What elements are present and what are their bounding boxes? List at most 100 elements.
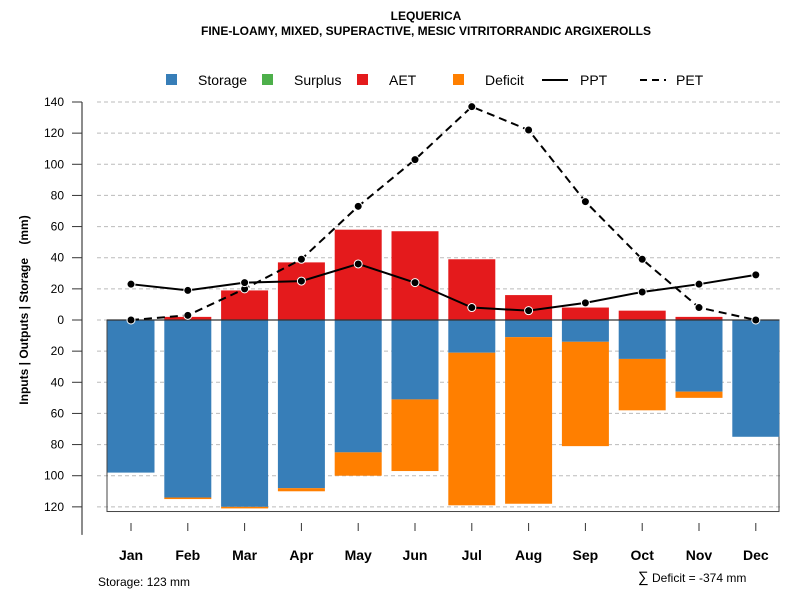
x-tick-label: Sep bbox=[573, 547, 599, 563]
bar-aet bbox=[618, 310, 666, 320]
bar-deficit bbox=[164, 497, 212, 500]
x-tick-label: May bbox=[345, 547, 372, 563]
bar-aet bbox=[277, 262, 325, 320]
x-tick-label: Feb bbox=[175, 547, 200, 563]
bar-storage bbox=[391, 320, 439, 400]
legend-swatch-surplus bbox=[262, 74, 273, 85]
lines bbox=[126, 102, 761, 325]
legend-label-deficit: Deficit bbox=[485, 72, 524, 88]
ppt-point bbox=[694, 279, 704, 289]
bar-storage bbox=[561, 320, 609, 342]
bar-storage bbox=[732, 320, 780, 437]
bar-deficit bbox=[391, 399, 439, 472]
ppt-point bbox=[580, 298, 590, 308]
pet-point bbox=[296, 254, 306, 264]
pet-point bbox=[183, 310, 193, 320]
x-tick-label: Jun bbox=[403, 547, 428, 563]
bar-aet bbox=[675, 316, 723, 320]
chart-subtitle: FINE-LOAMY, MIXED, SUPERACTIVE, MESIC VI… bbox=[201, 24, 651, 38]
x-tick-label: Nov bbox=[686, 547, 713, 563]
x-tick-label: Oct bbox=[631, 547, 655, 563]
chart-title: LEQUERICA bbox=[391, 9, 462, 23]
x-tick-label: Dec bbox=[743, 547, 769, 563]
bar-storage bbox=[221, 320, 269, 507]
y-tick-label: 120 bbox=[44, 500, 64, 514]
legend-label-storage: Storage bbox=[198, 72, 247, 88]
sum-symbol: ∑ bbox=[638, 569, 649, 586]
ppt-point bbox=[183, 285, 193, 295]
y-tick-label: 100 bbox=[44, 157, 64, 171]
bar-deficit bbox=[277, 488, 325, 492]
legend-swatch-deficit bbox=[453, 74, 464, 85]
y-tick-label: 20 bbox=[51, 282, 65, 296]
bar-deficit bbox=[618, 358, 666, 411]
y-tick-label: 40 bbox=[51, 375, 65, 389]
legend-label-ppt: PPT bbox=[580, 72, 608, 88]
legend: Storage Surplus AET Deficit PPT PET bbox=[166, 72, 704, 88]
bar-storage bbox=[448, 320, 496, 353]
bar-storage bbox=[505, 320, 553, 338]
legend-label-aet: AET bbox=[389, 72, 417, 88]
bar-deficit bbox=[221, 506, 269, 509]
y-tick-label: 100 bbox=[44, 469, 64, 483]
ppt-point bbox=[240, 278, 250, 288]
ppt-point bbox=[637, 287, 647, 297]
ppt-point bbox=[467, 303, 477, 313]
x-tick-label: Aug bbox=[515, 547, 542, 563]
bar-deficit bbox=[675, 391, 723, 398]
pet-point bbox=[353, 201, 363, 211]
ppt-point bbox=[353, 259, 363, 269]
bar-deficit bbox=[505, 337, 553, 504]
legend-swatch-storage bbox=[166, 74, 177, 85]
x-tick-label: Apr bbox=[289, 547, 314, 563]
pet-point bbox=[126, 315, 136, 325]
legend-label-pet: PET bbox=[676, 72, 704, 88]
y-tick-label: 60 bbox=[51, 406, 65, 420]
bar-deficit bbox=[448, 352, 496, 506]
legend-swatch-aet bbox=[357, 74, 368, 85]
y-tick-label: 80 bbox=[51, 188, 65, 202]
bar-aet bbox=[391, 231, 439, 320]
ppt-point bbox=[751, 270, 761, 280]
pet-point bbox=[467, 102, 477, 112]
pet-point bbox=[524, 125, 534, 135]
y-tick-label: 60 bbox=[51, 220, 65, 234]
ppt-point bbox=[524, 306, 534, 316]
bar-storage bbox=[277, 320, 325, 489]
bars bbox=[106, 229, 780, 513]
bar-storage bbox=[107, 320, 155, 473]
y-axis: 140 120 100 80 60 40 20 0 20 40 60 80 100 120 bbox=[44, 95, 83, 535]
x-tick-label: Jul bbox=[462, 547, 482, 563]
pet-point bbox=[580, 197, 590, 207]
y-tick-label: 80 bbox=[51, 438, 65, 452]
bar-storage bbox=[618, 320, 666, 359]
bar-aet bbox=[221, 290, 269, 320]
bar-deficit bbox=[334, 452, 382, 476]
bar-aet bbox=[561, 307, 609, 320]
bar-storage bbox=[334, 320, 382, 453]
bar-storage bbox=[675, 320, 723, 392]
deficit-annotation: Deficit = -374 mm bbox=[652, 571, 746, 585]
pet-line bbox=[130, 105, 757, 321]
x-tick-label: Jan bbox=[119, 547, 143, 563]
y-tick-label: 120 bbox=[44, 126, 64, 140]
pet-point bbox=[637, 254, 647, 264]
y-tick-label: 20 bbox=[51, 344, 65, 358]
pet-point bbox=[751, 315, 761, 325]
pet-point bbox=[694, 303, 704, 313]
y-tick-label: 140 bbox=[44, 95, 64, 109]
legend-label-surplus: Surplus bbox=[294, 72, 341, 88]
storage-annotation: Storage: 123 mm bbox=[98, 575, 190, 589]
x-axis: Jan Feb Mar Apr May Jun Jul Aug Sep Oct Nov Dec bbox=[119, 523, 769, 563]
bar-storage bbox=[164, 320, 212, 498]
pet-point bbox=[410, 155, 420, 165]
ppt-point bbox=[410, 278, 420, 288]
y-tick-label: 40 bbox=[51, 251, 65, 265]
ppt-point bbox=[296, 276, 306, 286]
y-axis-label: Inputs | Outputs | Storage (mm) bbox=[17, 215, 31, 404]
ppt-line bbox=[130, 262, 756, 312]
ppt-point bbox=[126, 279, 136, 289]
bar-aet bbox=[334, 229, 382, 320]
bar-deficit bbox=[561, 341, 609, 447]
